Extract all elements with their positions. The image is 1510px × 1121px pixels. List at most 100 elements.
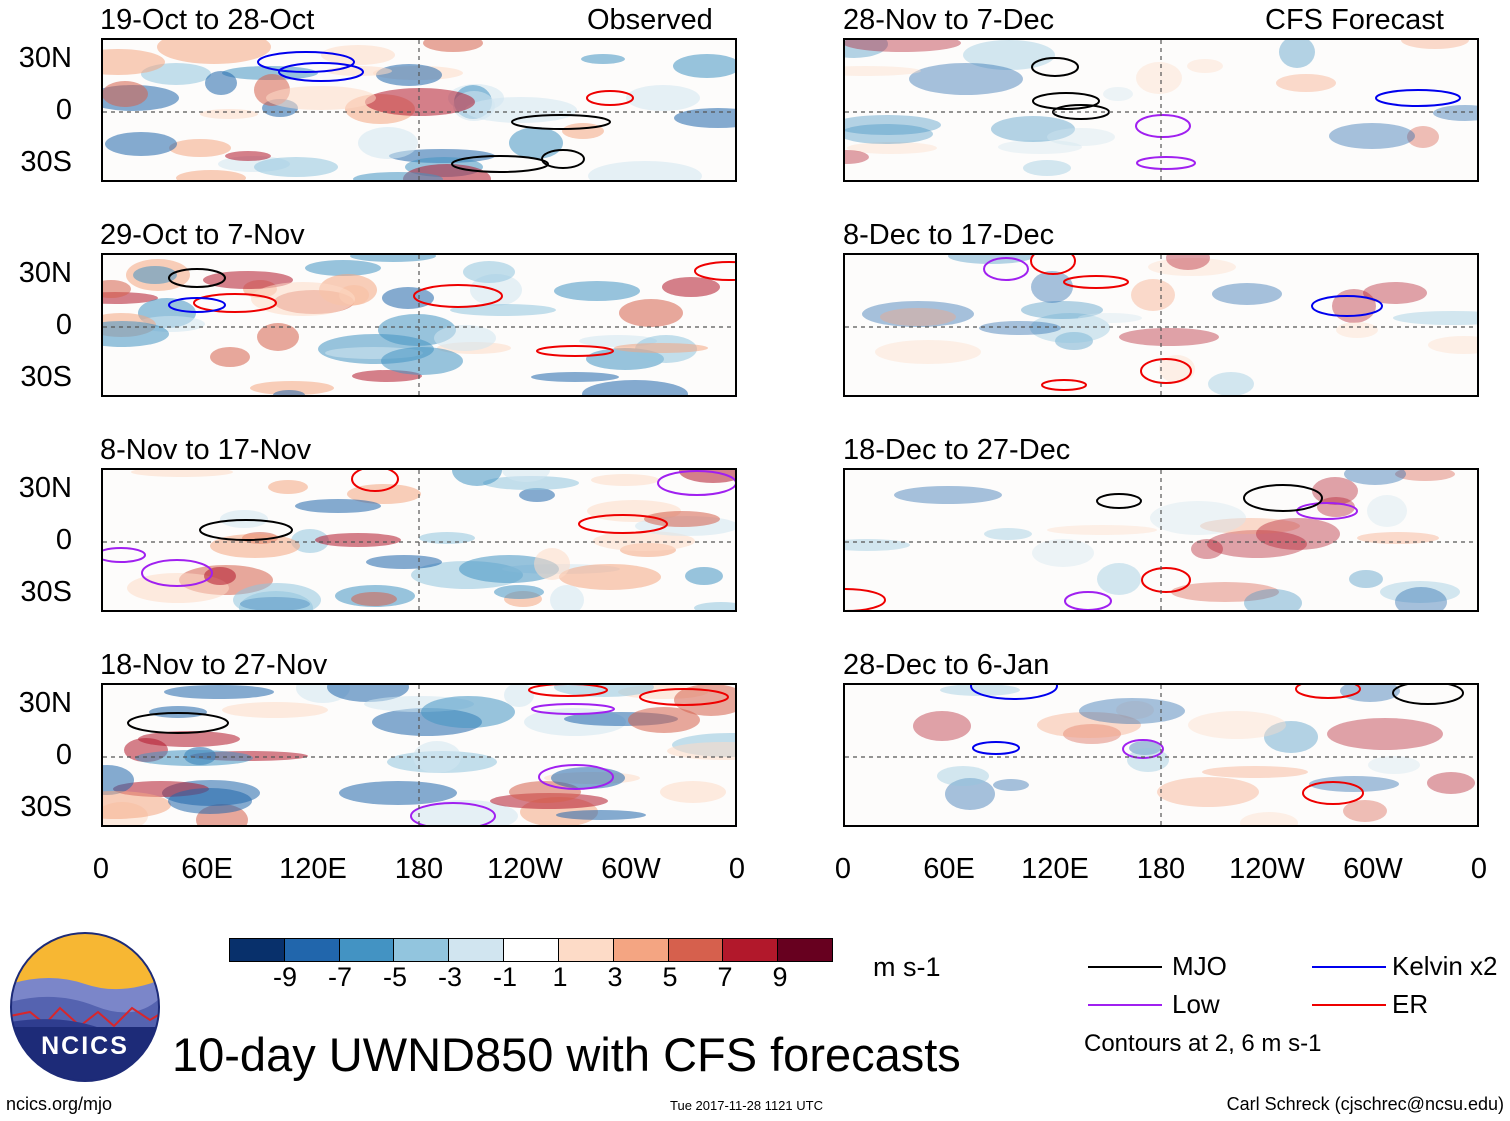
- wind-anomaly-blob: [138, 731, 240, 747]
- panel-title: 8-Nov to 17-Nov: [100, 434, 312, 466]
- wind-anomaly-blob: [1119, 328, 1219, 346]
- wind-anomaly-blob: [1116, 701, 1154, 719]
- map-panel: [843, 683, 1479, 827]
- panel-title: 19-Oct to 28-Oct: [100, 4, 315, 36]
- wind-anomaly-blob: [250, 381, 334, 395]
- contour-line: [1140, 358, 1192, 384]
- wind-anomaly-blob: [494, 585, 544, 599]
- wind-anomaly-blob: [660, 781, 726, 803]
- colorbar-label: 5: [662, 962, 678, 992]
- wind-anomaly-blob: [1131, 279, 1175, 311]
- wind-anomaly-blob: [220, 510, 268, 528]
- contour-line: [970, 685, 1058, 700]
- wind-anomaly-blob: [382, 287, 434, 309]
- wind-anomaly-blob: [984, 528, 1032, 540]
- contour-line: [1295, 685, 1361, 699]
- x-tick-label: 120E: [279, 853, 347, 885]
- wind-anomaly-blob: [674, 108, 735, 128]
- wind-anomaly-blob: [1312, 477, 1358, 505]
- colorbar-label: -5: [382, 962, 407, 992]
- wind-anomaly-blob: [1078, 313, 1142, 323]
- wind-anomaly-blob: [880, 308, 956, 326]
- map-panel: [101, 253, 737, 397]
- wind-anomaly-blob: [210, 347, 250, 367]
- contour-line: [1135, 114, 1191, 138]
- wind-anomaly-blob: [1276, 74, 1336, 92]
- wind-anomaly-blob: [626, 85, 700, 111]
- wind-anomaly-blob: [1171, 582, 1279, 602]
- wind-anomaly-blob: [452, 470, 502, 486]
- wind-anomaly-blob: [339, 781, 457, 805]
- legend-label-mjo: MJO: [1172, 951, 1227, 981]
- contour-line: [1096, 493, 1142, 509]
- wind-anomaly-blob: [251, 282, 355, 316]
- wind-anomaly-blob: [628, 707, 700, 733]
- timestamp: Tue 2017-11-28 1121 UTC: [670, 1098, 823, 1113]
- wind-anomaly-blob: [1103, 87, 1133, 101]
- wind-anomaly-blob: [257, 323, 299, 351]
- wind-anomaly-blob: [200, 109, 258, 119]
- footer-url[interactable]: ncics.org/mjo: [6, 1094, 113, 1114]
- x-tick-label: 0: [728, 853, 746, 885]
- contour-line: [103, 547, 146, 563]
- panel-title: 28-Nov to 7-Dec: [843, 4, 1055, 36]
- wind-anomaly-blob: [239, 591, 313, 610]
- contour-line: [451, 155, 549, 173]
- wind-anomaly-blob: [225, 151, 271, 161]
- x-tick-label: 0: [1470, 853, 1488, 885]
- wind-anomaly-blob: [1427, 772, 1475, 794]
- colorbar-label: 3: [607, 962, 623, 992]
- wind-anomaly-blob: [135, 750, 253, 766]
- wind-anomaly-blob: [103, 81, 148, 107]
- wind-anomaly-blob: [1032, 539, 1094, 567]
- wind-anomaly-blob: [465, 97, 577, 123]
- wind-anomaly-blob: [321, 45, 395, 65]
- colorbar-swatch: [449, 939, 505, 961]
- colorbar-swatch: [504, 939, 559, 961]
- wind-anomaly-blob: [673, 54, 735, 78]
- map-panel: [101, 38, 737, 182]
- wind-anomaly-blob: [862, 301, 974, 327]
- x-tick-label: 60W: [601, 853, 661, 885]
- wind-anomaly-blob: [559, 564, 661, 590]
- wind-anomaly-blob: [1148, 258, 1236, 276]
- wind-anomaly-blob: [176, 170, 246, 180]
- wind-anomaly-blob: [1401, 40, 1469, 49]
- wind-anomaly-blob: [909, 63, 1023, 95]
- wind-anomaly-blob: [1055, 332, 1093, 350]
- x-tick-label: 0: [92, 853, 110, 885]
- wind-anomaly-blob: [1433, 105, 1477, 121]
- wind-anomaly-blob: [423, 40, 483, 52]
- wind-anomaly-blob: [103, 791, 171, 819]
- wind-anomaly-blob: [662, 277, 720, 297]
- contour-line: [1302, 781, 1364, 805]
- wind-anomaly-blob: [593, 531, 695, 551]
- colorbar-swatch: [613, 939, 669, 961]
- contour-note: Contours at 2, 6 m s-1: [1084, 1030, 1322, 1057]
- colorbar-swatch: [284, 939, 340, 961]
- contour-line: [1375, 89, 1461, 107]
- map-panel: [843, 468, 1479, 612]
- wind-anomaly-blob: [103, 49, 165, 75]
- contour-line: [694, 261, 735, 281]
- y-tick-label: 0: [55, 94, 72, 126]
- wind-anomaly-blob: [1200, 518, 1300, 534]
- contour-line: [410, 802, 496, 825]
- wind-anomaly-blob: [1063, 724, 1121, 744]
- legend-line-kelvin: [1312, 966, 1386, 968]
- contour-line: [193, 293, 277, 313]
- contour-line: [845, 588, 886, 610]
- wind-anomaly-blob: [845, 124, 933, 144]
- colorbar-label: -3: [437, 962, 462, 992]
- wind-anomaly-blob: [1309, 776, 1399, 792]
- panel-title: 18-Nov to 27-Nov: [100, 649, 328, 681]
- wind-anomaly-blob: [1191, 539, 1223, 559]
- wind-anomaly-blob: [509, 781, 581, 803]
- wind-anomaly-blob: [875, 340, 981, 364]
- wind-anomaly-blob: [509, 127, 563, 159]
- wind-anomaly-blob: [131, 470, 233, 477]
- contour-line: [199, 519, 293, 541]
- wind-anomaly-blob: [168, 788, 252, 814]
- panel-title: 8-Dec to 17-Dec: [843, 219, 1055, 251]
- colorbar-swatch: [723, 939, 779, 961]
